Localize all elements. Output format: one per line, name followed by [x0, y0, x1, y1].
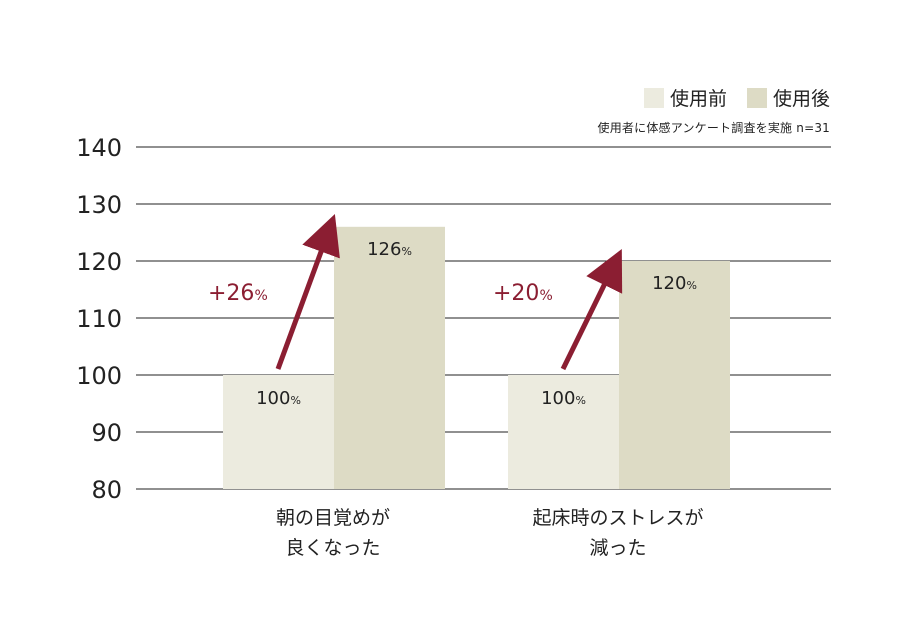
legend-item-after: 使用後: [746, 84, 830, 111]
growth-arrow-1: [560, 249, 623, 371]
y-tick-label-140: 140: [76, 134, 122, 162]
legend-item-before: 使用前: [643, 84, 727, 111]
y-tick-label-100: 100: [76, 362, 122, 390]
bar-before-1: [508, 375, 619, 489]
growth-arrow-0: [275, 214, 340, 370]
category-label-0-line-2: 良くなった: [285, 537, 381, 559]
category-label-1-line-2: 減った: [589, 537, 647, 559]
gridlines: 80 90 100 110 120 130 140: [76, 134, 831, 504]
legend-swatch-after: [746, 87, 767, 108]
growth-annotation-0: +26%: [208, 281, 268, 306]
bar-before-0: [223, 375, 334, 489]
legend-label-before: 使用前: [669, 88, 727, 110]
growth-annotation-1: +20%: [493, 281, 553, 306]
y-tick-label-80: 80: [91, 476, 122, 504]
legend: 使用前 使用後: [632, 84, 830, 111]
y-tick-label-130: 130: [76, 191, 122, 219]
category-label-0: 朝の目覚めが 良くなった: [203, 503, 463, 563]
value-labels: 100% 126% 100% 120%: [256, 239, 697, 409]
growth-arrows: +26% +20%: [208, 214, 623, 371]
category-label-1: 起床時のストレスが 減った: [488, 503, 748, 563]
category-label-0-line-1: 朝の目覚めが: [275, 507, 390, 529]
value-label-before-0: 100%: [256, 388, 301, 409]
legend-swatch-before: [643, 87, 664, 108]
value-label-after-0: 126%: [367, 239, 412, 260]
category-label-1-line-1: 起床時のストレスが: [532, 507, 704, 529]
legend-label-after: 使用後: [772, 88, 830, 110]
bar-after-0: [334, 226, 445, 490]
bars: [223, 226, 730, 490]
bar-after-1: [619, 261, 730, 489]
y-tick-label-90: 90: [91, 419, 122, 447]
value-label-before-1: 100%: [541, 388, 586, 409]
y-tick-label-120: 120: [76, 248, 122, 276]
value-label-after-1: 120%: [652, 273, 697, 294]
survey-note: 使用者に体感アンケート調査を実施 n=31: [597, 121, 830, 135]
y-tick-label-110: 110: [76, 305, 122, 333]
